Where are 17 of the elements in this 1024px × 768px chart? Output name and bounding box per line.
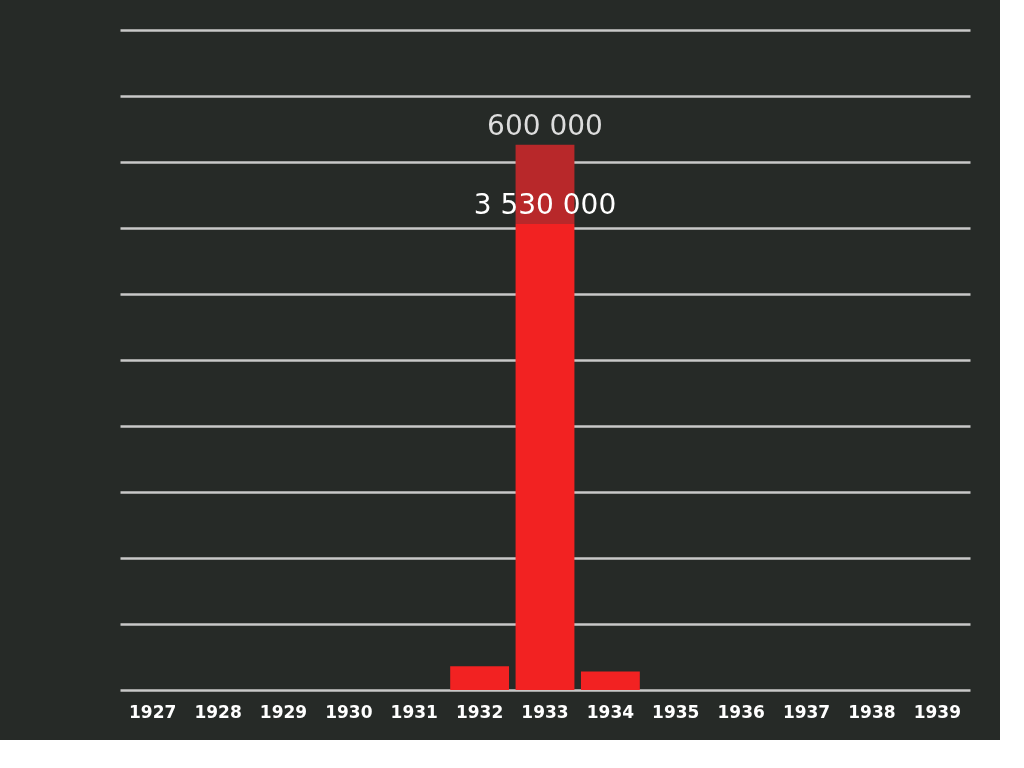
x-tick-label: 1931 — [390, 701, 438, 722]
x-tick-label: 1935 — [652, 701, 700, 722]
x-tick-label: 1938 — [848, 701, 896, 722]
bar — [580, 671, 640, 690]
x-tick-label: 1928 — [194, 701, 242, 722]
x-tick-label: 1932 — [455, 701, 504, 722]
x-tick-label: 1937 — [782, 701, 831, 722]
x-tick-label: 1929 — [259, 701, 308, 722]
x-tick-label: 1939 — [913, 701, 961, 722]
bar — [450, 666, 510, 690]
bar — [515, 224, 575, 690]
x-tick-label: 1927 — [129, 701, 177, 722]
x-tick-label: 1933 — [521, 701, 569, 722]
x-tick-label: 1934 — [586, 701, 635, 722]
data-label: 600 000 — [487, 108, 603, 142]
x-tick-label: 1936 — [717, 701, 765, 722]
x-tick-label: 1930 — [325, 701, 373, 722]
